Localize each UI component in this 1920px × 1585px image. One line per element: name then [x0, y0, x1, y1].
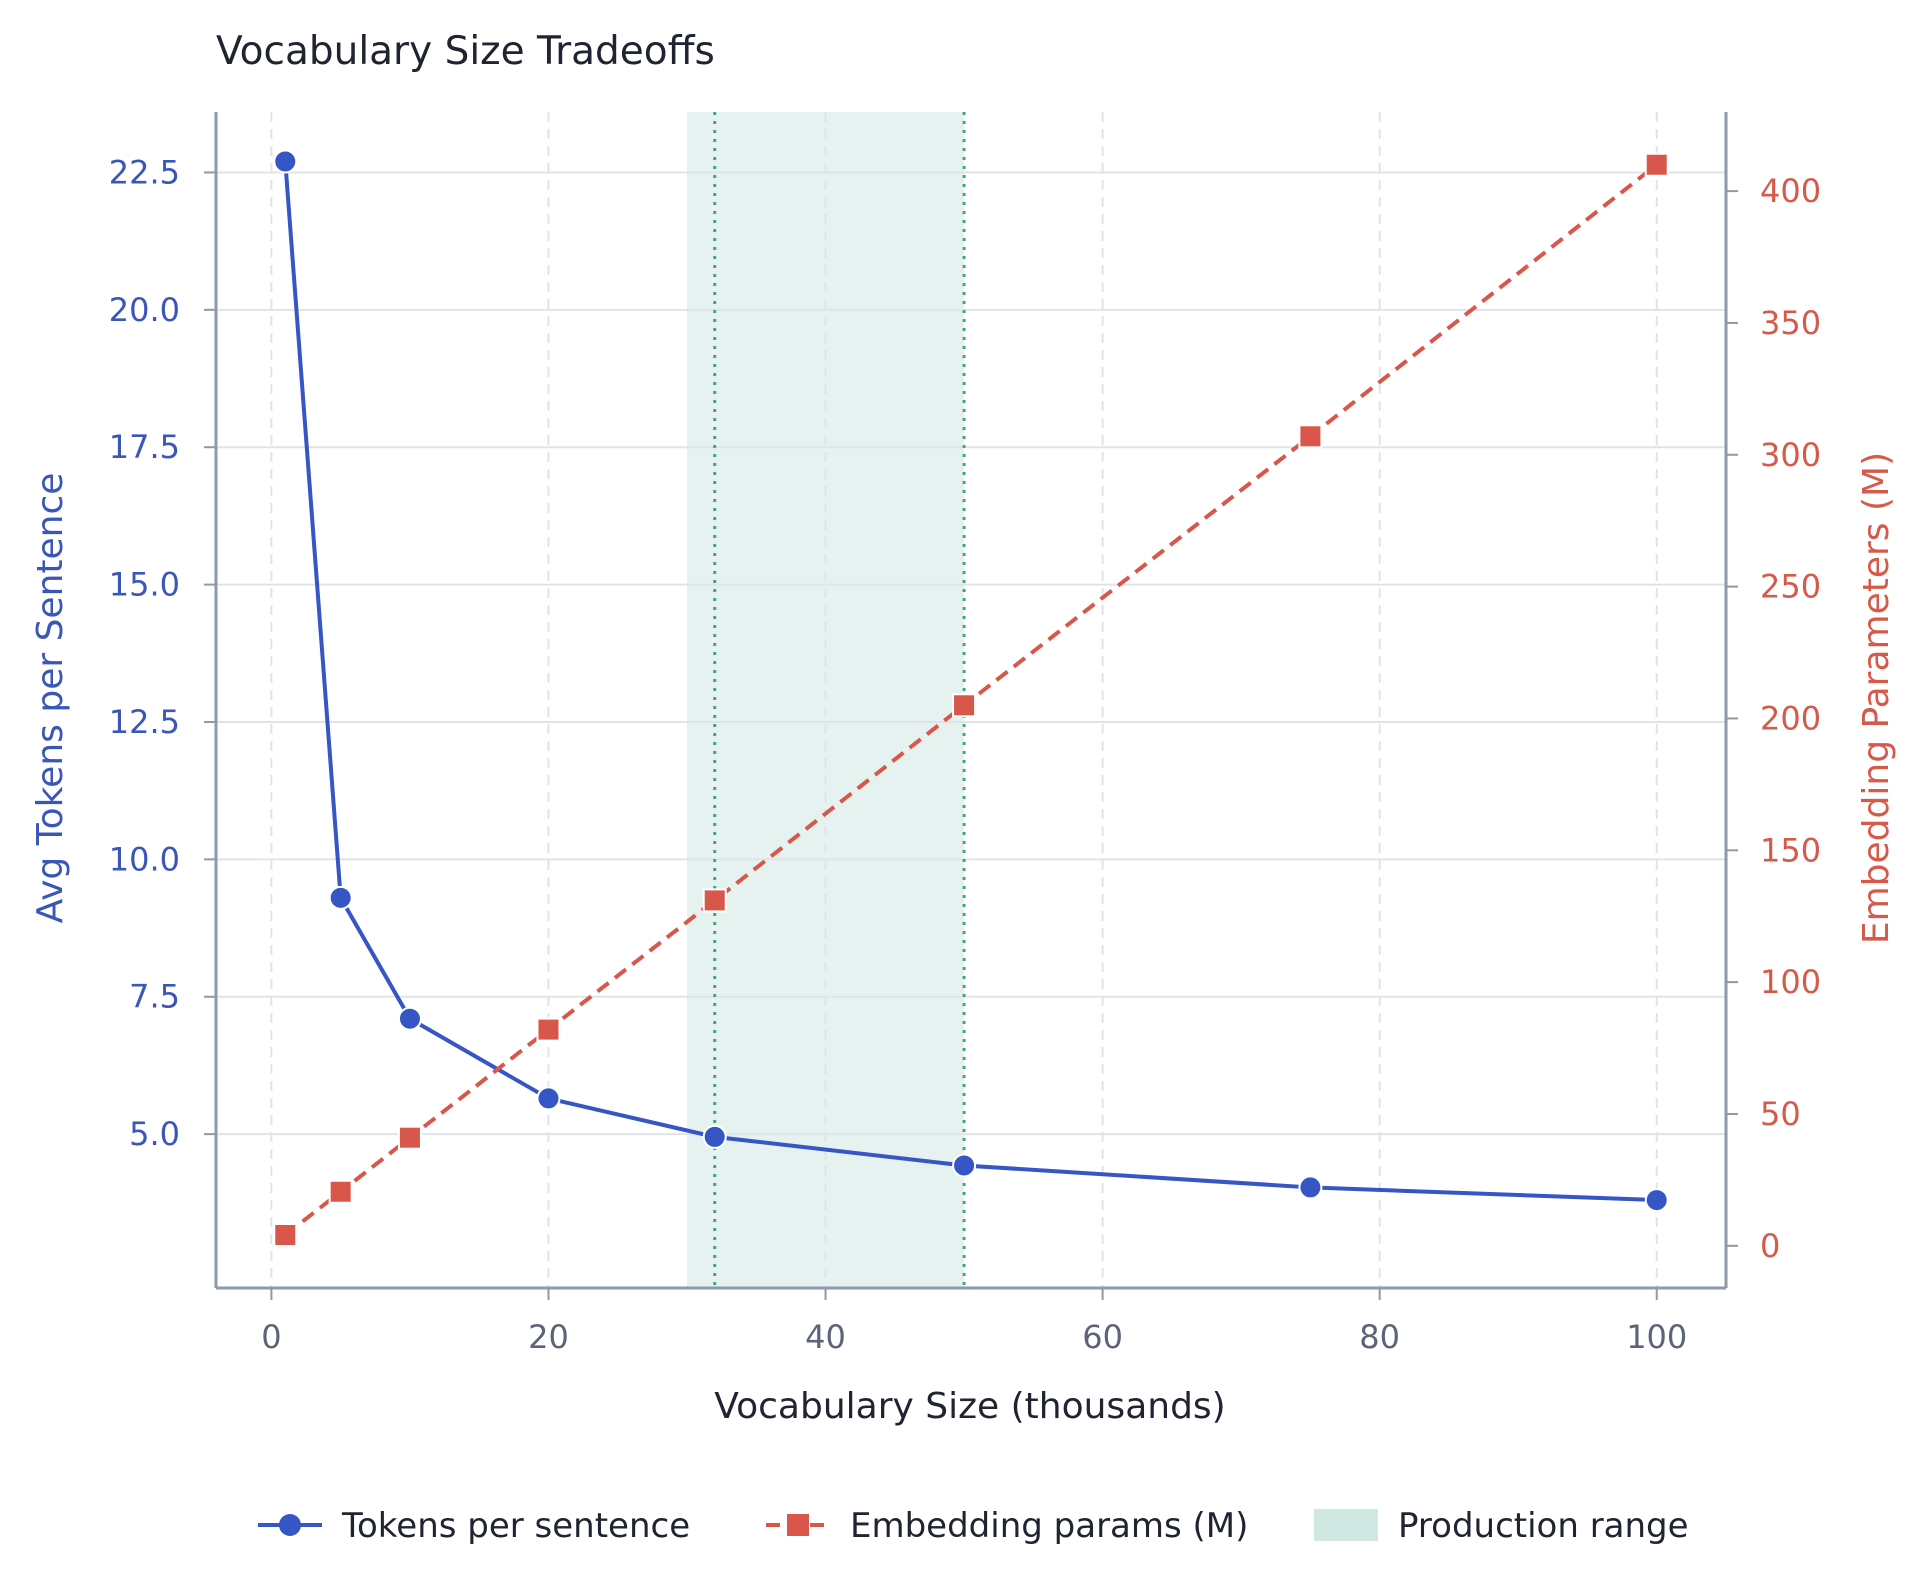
- embedding-point: [273, 1223, 298, 1248]
- tokens-point: [702, 1124, 727, 1149]
- y-right-tick-label: 350: [1760, 304, 1821, 342]
- y-axis-right-title: Embedding Parameters (M): [1856, 452, 1897, 944]
- y-right-tick-label: 400: [1760, 172, 1821, 210]
- embedding-point: [536, 1017, 561, 1042]
- x-axis-title: Vocabulary Size (thousands): [714, 1386, 1225, 1427]
- y-left-tick-label: 15.0: [109, 566, 180, 604]
- x-tick-label: 100: [1626, 1318, 1687, 1356]
- series-layer: [273, 149, 1669, 1248]
- y-right-tick-label: 300: [1760, 436, 1821, 474]
- x-tick-label: 20: [528, 1318, 569, 1356]
- tokens-point: [952, 1153, 977, 1178]
- embedding-point: [397, 1125, 422, 1150]
- legend-embedding-swatch-marker: [787, 1514, 809, 1536]
- legend-tokens-swatch-marker: [279, 1514, 301, 1536]
- y-right-tick-label: 250: [1760, 568, 1821, 606]
- embedding-point: [952, 693, 977, 718]
- x-tick-label: 0: [261, 1318, 281, 1356]
- tokens-series-line: [283, 161, 1657, 1203]
- y-left-tick-label: 20.0: [109, 291, 180, 329]
- x-tick-label: 60: [1082, 1318, 1123, 1356]
- y-axis-left-title: Avg Tokens per Sentence: [30, 473, 71, 924]
- y-left-tick-label: 22.5: [109, 153, 180, 191]
- y-right-tick-label: 50: [1760, 1095, 1801, 1133]
- y-right-tick-label: 200: [1760, 699, 1821, 737]
- x-tick-label: 40: [805, 1318, 846, 1356]
- y-left-tick-label: 7.5: [129, 978, 180, 1016]
- legend: Tokens per sentence Embedding params (M) P…: [258, 1506, 1689, 1546]
- tokens-point: [328, 885, 353, 910]
- embedding-point: [1644, 152, 1669, 177]
- legend-tokens-label: Tokens per sentence: [341, 1506, 690, 1546]
- grid-layer: [216, 112, 1726, 1288]
- embedding-point: [1298, 424, 1323, 449]
- y-left-tick-label: 17.5: [109, 428, 180, 466]
- axes-layer: [214, 112, 1728, 1290]
- tokens-point: [273, 149, 298, 174]
- y-left-tick-label: 5.0: [129, 1115, 180, 1153]
- chart-title: Vocabulary Size Tradeoffs: [216, 29, 715, 74]
- y-right-tick-label: 100: [1760, 963, 1821, 1001]
- legend-production-label: Production range: [1398, 1506, 1689, 1546]
- embedding-point: [702, 888, 727, 913]
- ticks-layer: 0 20 40 60 80 100 5.0 7.5 10.0 12.5 15.0 17.5 20.0 22…: [109, 153, 1821, 1356]
- y-right-tick-label: 150: [1760, 831, 1821, 869]
- tokens-point: [536, 1086, 561, 1111]
- tokens-point: [397, 1006, 422, 1031]
- tokens-point: [1644, 1188, 1669, 1213]
- y-right-tick-label: 0: [1760, 1227, 1780, 1265]
- y-left-tick-label: 12.5: [109, 703, 180, 741]
- y-left-tick-label: 10.0: [109, 840, 180, 878]
- x-tick-label: 80: [1359, 1318, 1400, 1356]
- legend-production-swatch: [1314, 1509, 1378, 1541]
- legend-embedding-label: Embedding params (M): [850, 1506, 1248, 1546]
- tokens-point: [1298, 1175, 1323, 1200]
- embedding-point: [328, 1179, 353, 1204]
